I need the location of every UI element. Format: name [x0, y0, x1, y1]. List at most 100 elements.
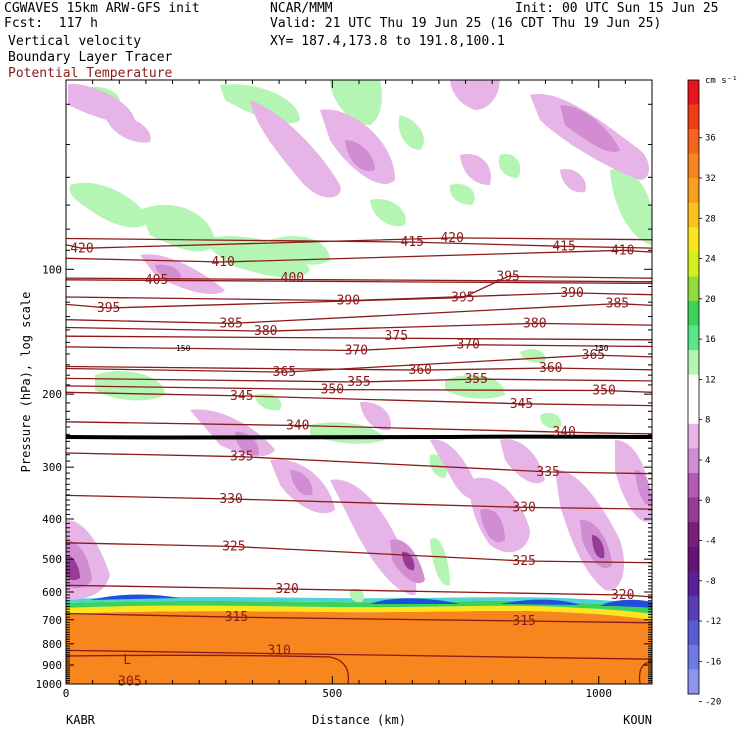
boundary-layer-tracer-green — [66, 600, 652, 614]
theta-label: 330 — [512, 500, 535, 515]
theta-contour — [66, 365, 652, 371]
downward-motion-area — [360, 401, 391, 431]
colorbar-swatch — [688, 620, 699, 646]
field-potential-temperature: Potential Temperature — [8, 66, 173, 81]
downward-motion-area — [635, 470, 652, 506]
theta-label: 360 — [409, 363, 432, 378]
downward-motion-area — [345, 140, 375, 172]
colorbar-label: 16 — [705, 335, 716, 345]
field-boundary-layer-tracer: Boundary Layer Tracer — [8, 50, 173, 65]
theta-contour — [66, 322, 652, 332]
theta-label: 320 — [611, 588, 634, 603]
downward-motion-area — [592, 535, 605, 559]
theta-contour — [66, 385, 652, 393]
theta-label: 365 — [582, 348, 605, 363]
colorbar: 36 32 28 24 20 16 12 8 4 0 -4 -8 -12 -16 -20 — [687, 79, 721, 708]
colorbar-swatch — [688, 522, 699, 547]
theta-contour — [66, 452, 652, 475]
colorbar-swatch — [688, 448, 699, 474]
y-axis-label: Pressure (hPa), log scale — [19, 292, 33, 473]
theta-label: 385 — [606, 297, 629, 312]
downward-motion-area — [140, 254, 225, 295]
colorbar-label: -8 — [705, 577, 716, 587]
colorbar-label: -4 — [705, 537, 716, 547]
cross-section-xy: XY= 187.4,173.8 to 191.8,100.1 — [270, 34, 505, 49]
downward-motion-area — [155, 264, 181, 281]
colorbar-label: 36 — [705, 134, 716, 144]
theta-label: 355 — [347, 375, 370, 390]
boundary-layer-tracer-orange — [66, 610, 652, 684]
y-tick-label: 900 — [42, 659, 62, 672]
colorbar-swatch — [688, 251, 699, 277]
theta-label: 330 — [219, 492, 242, 507]
theta-label: 395 — [97, 301, 120, 316]
theta-contour — [66, 612, 652, 624]
theta-contour — [66, 275, 652, 309]
theta-contour — [66, 237, 652, 249]
low-contour — [66, 654, 350, 684]
right-endpoint: KOUN — [623, 713, 652, 727]
theta-label: 415 — [401, 235, 424, 250]
low-contours — [66, 654, 652, 684]
downward-motion-area — [250, 100, 341, 198]
upward-motion-area — [398, 115, 424, 150]
upward-motion-area — [220, 84, 300, 124]
upward-motion-area — [349, 588, 365, 603]
theta-label: 395 — [451, 291, 474, 306]
theta-contour — [66, 421, 652, 435]
y-tick-label: 500 — [42, 553, 62, 566]
theta-label: 345 — [230, 389, 253, 404]
colorbar-swatch — [688, 595, 699, 621]
theta-label: 315 — [225, 610, 248, 625]
theta-label: 365 — [273, 365, 296, 380]
colorbar-swatch — [688, 497, 699, 523]
theta-label: 410 — [211, 255, 234, 270]
y-tick-label: 400 — [42, 513, 62, 526]
downward-motion-area — [450, 80, 500, 110]
theta-label: 380 — [254, 324, 277, 339]
colorbar-swatch — [688, 644, 699, 670]
y-axis: 100 200 300 400 500 600 700 800 900 1000 — [36, 103, 652, 691]
colorbar-label: 24 — [705, 255, 716, 265]
colorbar-swatch — [688, 276, 699, 302]
x-tick-label: 0 — [63, 687, 70, 700]
low-contour — [638, 661, 652, 684]
colorbar-label: 0 — [705, 496, 710, 506]
theta-label: 380 — [523, 316, 546, 331]
downward-motion-area — [469, 477, 530, 553]
colorbar-label: 32 — [705, 174, 716, 184]
forecast-hour: Fcst: 117 h — [4, 16, 98, 31]
boundary-layer-height-line — [66, 434, 652, 440]
colorbar-swatch — [688, 301, 699, 326]
theta-contour — [66, 354, 652, 373]
colorbar-swatch — [688, 104, 699, 130]
theta-contour — [66, 377, 652, 383]
downward-motion-area — [68, 83, 135, 123]
theta-label: 345 — [510, 397, 533, 412]
colorbar-swatch — [688, 227, 699, 253]
x-axis: 0 500 1000 — [63, 80, 653, 700]
colorbar-swatch — [688, 325, 699, 351]
theta-contour — [66, 292, 652, 302]
colorbar-label: -16 — [705, 657, 721, 667]
theta-contour — [66, 649, 652, 660]
colorbar-label: -12 — [705, 617, 721, 627]
downward-motion-area — [460, 154, 491, 185]
model-title: CGWAVES 15km ARW-GFS init — [4, 1, 200, 16]
y-tick-label: 800 — [42, 638, 62, 651]
theta-label: 340 — [286, 418, 309, 433]
upward-motion-area — [430, 538, 450, 586]
downward-motion-area — [290, 470, 313, 496]
upward-motion-area — [498, 154, 521, 178]
upward-motion-area — [370, 199, 406, 227]
theta-contour — [66, 237, 652, 249]
upward-motion-area — [69, 182, 150, 228]
theta-label: 335 — [536, 465, 559, 480]
theta-label: 350 — [592, 384, 615, 399]
theta-label: 335 — [230, 450, 253, 465]
x-axis-label: Distance (km) — [312, 713, 406, 727]
upward-motion-area — [200, 236, 310, 278]
x-tick-label: 1000 — [585, 687, 612, 700]
downward-motion-area — [402, 551, 415, 571]
upward-motion-area — [540, 412, 562, 429]
